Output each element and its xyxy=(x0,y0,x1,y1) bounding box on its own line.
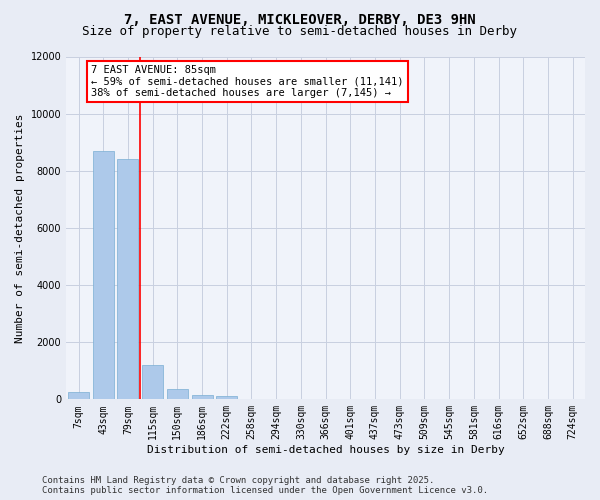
Bar xyxy=(118,160,139,400)
Bar xyxy=(167,390,188,400)
Bar xyxy=(191,395,212,400)
Text: Contains HM Land Registry data © Crown copyright and database right 2025.
Contai: Contains HM Land Registry data © Crown c… xyxy=(42,476,488,495)
Bar xyxy=(142,365,163,400)
Text: Size of property relative to semi-detached houses in Derby: Size of property relative to semi-detach… xyxy=(83,25,517,38)
Y-axis label: Number of semi-detached properties: Number of semi-detached properties xyxy=(15,113,25,342)
Bar xyxy=(93,151,114,400)
Text: 7, EAST AVENUE, MICKLEOVER, DERBY, DE3 9HN: 7, EAST AVENUE, MICKLEOVER, DERBY, DE3 9… xyxy=(124,12,476,26)
Bar xyxy=(216,396,237,400)
Bar xyxy=(68,392,89,400)
Text: 7 EAST AVENUE: 85sqm
← 59% of semi-detached houses are smaller (11,141)
38% of s: 7 EAST AVENUE: 85sqm ← 59% of semi-detac… xyxy=(91,65,403,98)
X-axis label: Distribution of semi-detached houses by size in Derby: Distribution of semi-detached houses by … xyxy=(147,445,505,455)
